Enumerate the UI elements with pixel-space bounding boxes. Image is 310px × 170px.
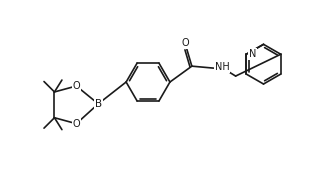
Text: O: O	[73, 81, 80, 91]
Text: N: N	[249, 49, 257, 59]
Text: NH: NH	[215, 62, 229, 72]
Text: O: O	[73, 119, 80, 129]
Text: O: O	[181, 38, 189, 48]
Text: B: B	[95, 99, 102, 109]
